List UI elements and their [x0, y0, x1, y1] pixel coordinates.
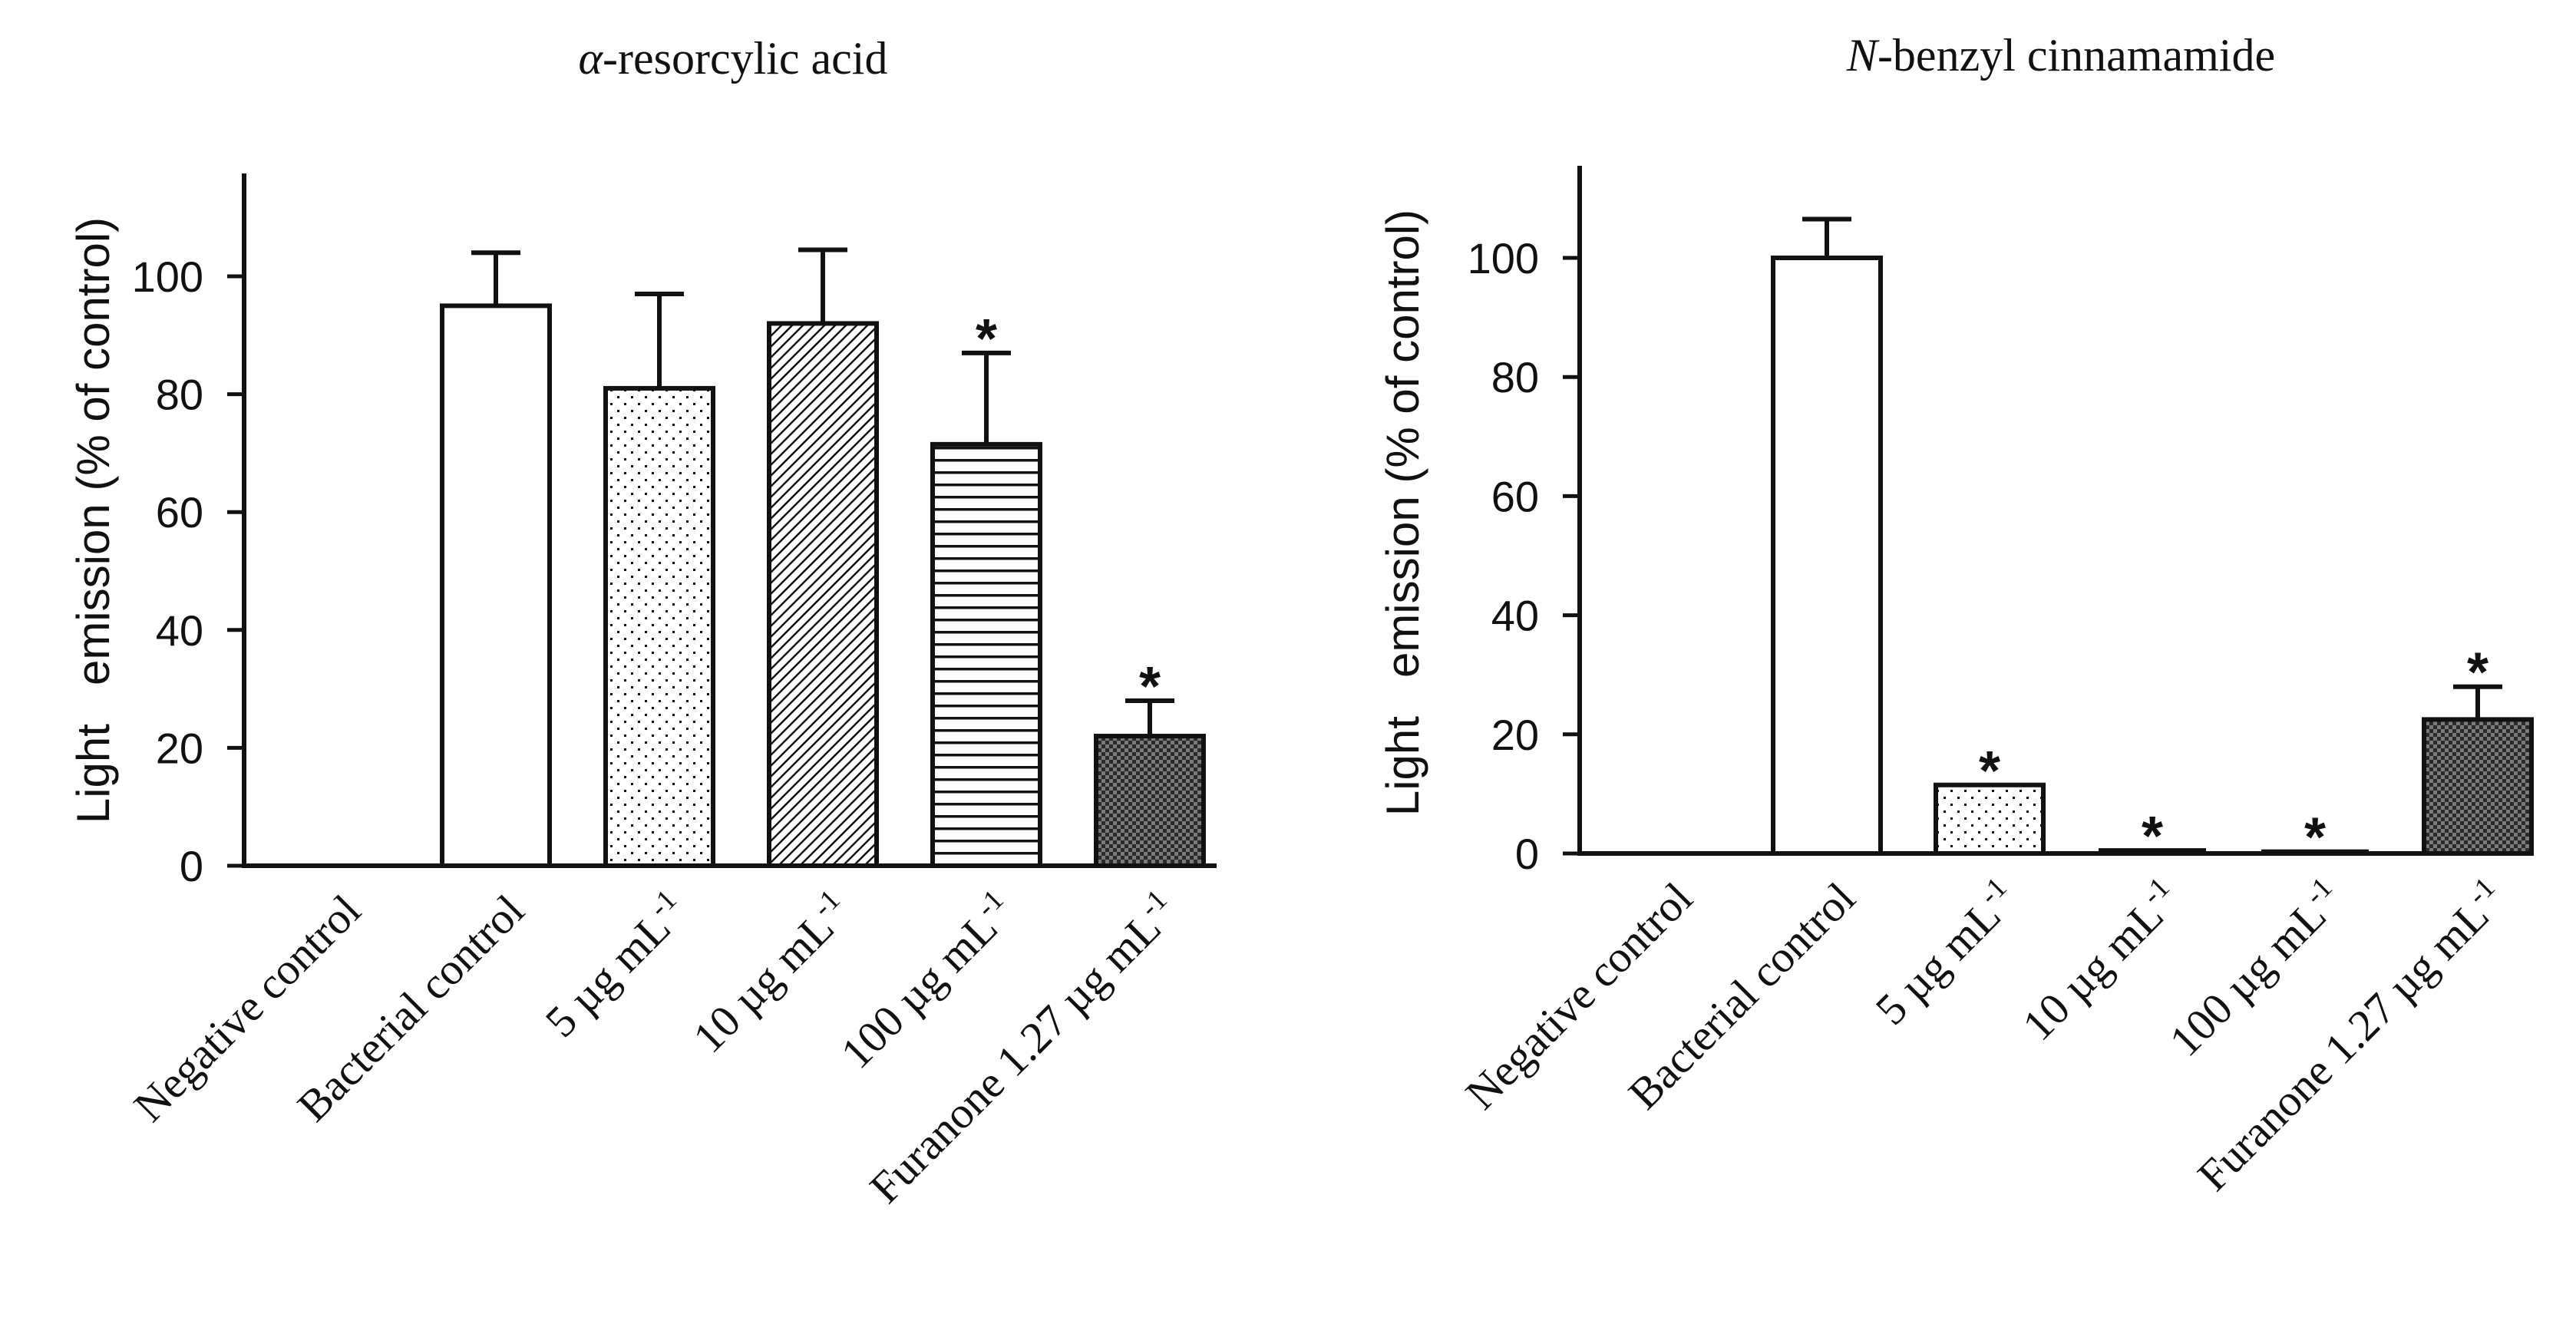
y-axis-label: Light emission (% of control) [68, 217, 119, 824]
y-tick-label: 40 [156, 606, 203, 655]
significance-marker: * [976, 309, 997, 370]
y-tick-label: 100 [132, 253, 203, 301]
chart-title-rest: -benzyl cinnamamide [1878, 30, 2275, 81]
chart-title-prefix: N [1846, 30, 1880, 81]
y-tick-label: 80 [1491, 353, 1539, 401]
x-tick-label: 5 µg mL-1 [534, 883, 698, 1047]
significance-marker: * [2142, 806, 2163, 867]
y-tick-label: 60 [156, 488, 203, 536]
bar [2099, 848, 2206, 853]
chart-n-benzyl-cinnamamide: N-benzyl cinnamamide Light emission (% o… [1377, 30, 2534, 1200]
y-tick-label: 20 [156, 724, 203, 772]
chart-alpha-resorcylic-acid: α-resorcylic acid Light emission (% of c… [68, 33, 1217, 1213]
y-tick-label: 60 [1491, 472, 1539, 520]
chart-title-rest: -resorcylic acid [603, 33, 887, 84]
chart-title-prefix: α [579, 33, 604, 84]
significance-marker: * [2304, 807, 2326, 869]
chart-title: N-benzyl cinnamamide [1846, 30, 2275, 81]
significance-marker: * [1979, 741, 2000, 802]
significance-marker: * [1139, 656, 1161, 718]
y-tick-label: 20 [1491, 711, 1539, 759]
x-tick-label: 10 µg mL-1 [2011, 871, 2190, 1050]
bar [2422, 717, 2534, 857]
x-tick-label: Furanone 1.27 µg mL-1 [858, 883, 1187, 1213]
bar [767, 321, 879, 868]
bar [2261, 849, 2369, 853]
bar [1094, 734, 1206, 868]
significance-marker: * [2467, 642, 2488, 704]
y-tick-label: 80 [156, 371, 203, 419]
y-tick-label: 40 [1491, 592, 1539, 640]
y-axis-label: Light emission (% of control) [1377, 210, 1428, 816]
x-tick-label: 10 µg mL-1 [682, 883, 860, 1062]
bar [603, 385, 715, 869]
bar [1934, 782, 2046, 857]
bar [440, 303, 552, 868]
x-tick-label: 5 µg mL-1 [1864, 871, 2028, 1035]
bar [1771, 256, 1883, 856]
x-tick-label: Furanone 1.27 µg mL-1 [2186, 871, 2515, 1200]
chart-title: α-resorcylic acid [579, 33, 888, 84]
y-tick-label: 100 [1468, 234, 1539, 282]
bar [930, 441, 1042, 868]
y-tick-label: 0 [180, 842, 203, 890]
y-tick-label: 0 [1515, 830, 1539, 878]
